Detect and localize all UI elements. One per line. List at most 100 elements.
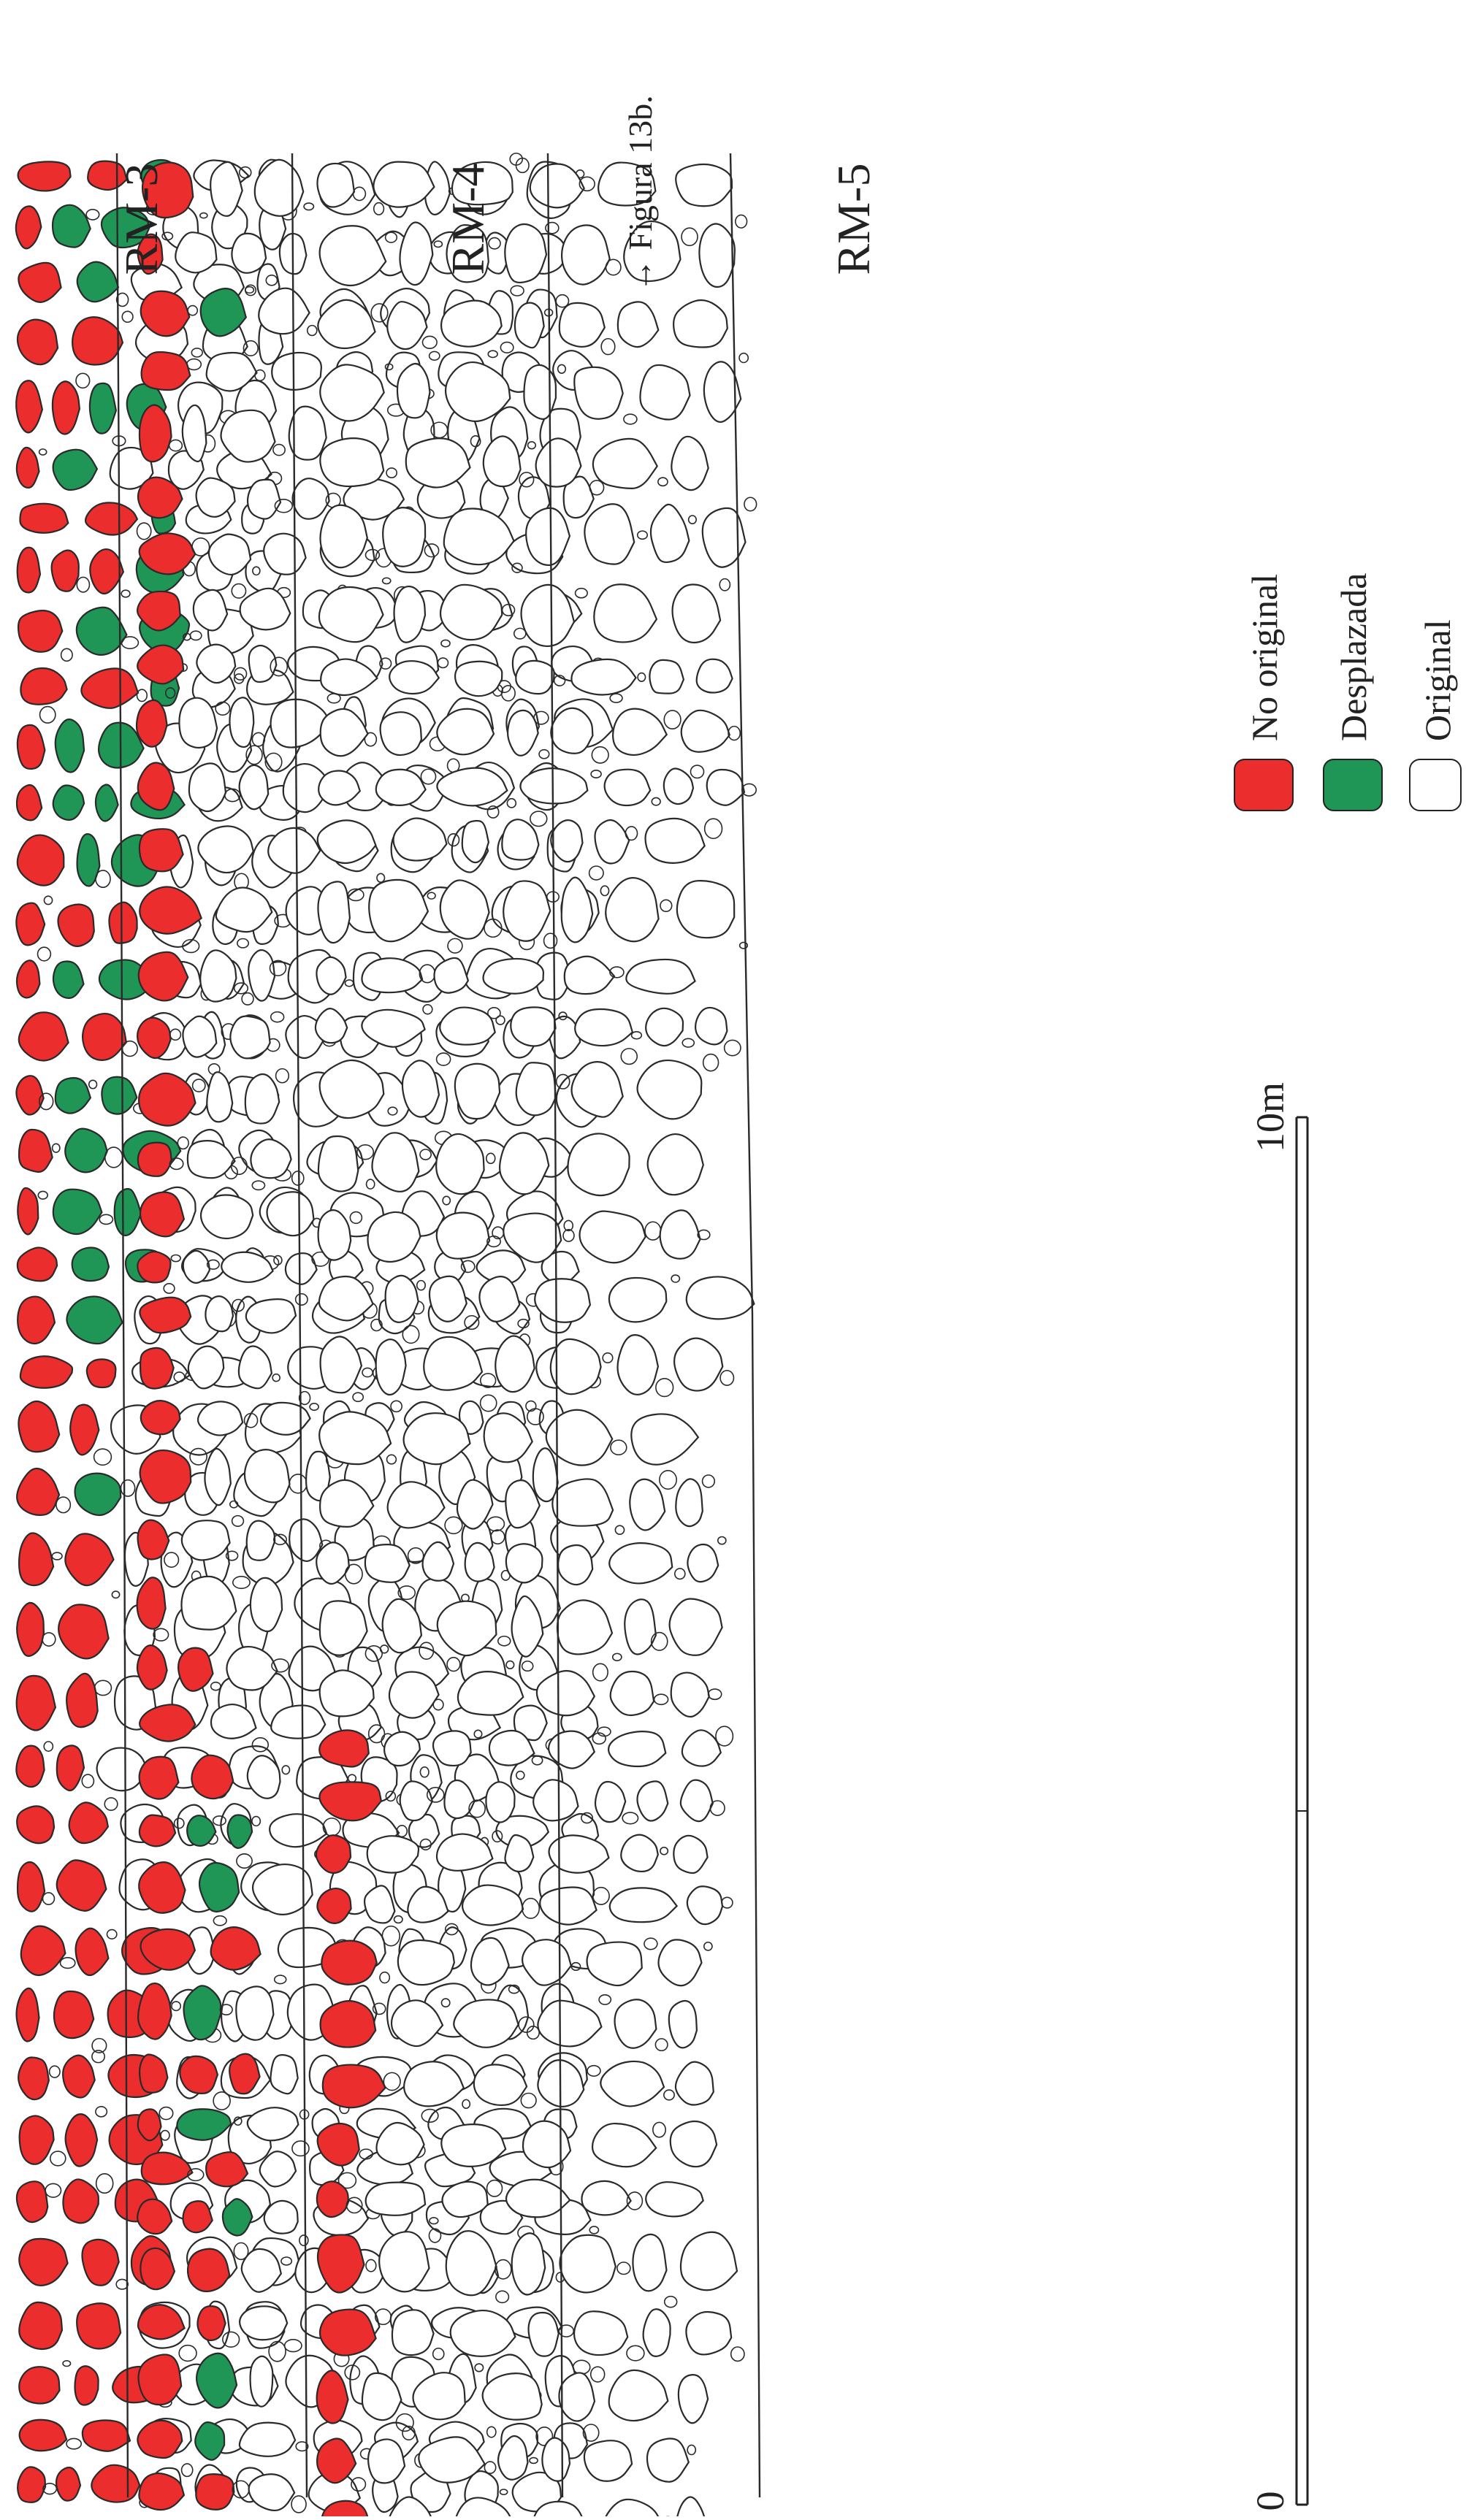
wall-stone	[269, 1813, 328, 1848]
mortar-pebble	[189, 1447, 207, 1466]
wall-stone	[436, 708, 495, 756]
mortar-pebble	[527, 441, 537, 450]
wall-stone	[470, 1937, 510, 1986]
legend-label-original: Original	[1417, 619, 1458, 741]
wall-stone	[439, 879, 490, 940]
mortar-pebble	[492, 1830, 503, 1843]
mortar-pebble	[717, 1536, 727, 1545]
wall-stone	[175, 231, 218, 274]
wall-stone	[558, 302, 606, 348]
wall-stone	[557, 1544, 594, 1586]
mortar-pebble	[232, 1575, 251, 1590]
mortar-pebble	[212, 1815, 226, 1826]
mortar-pebble	[364, 1645, 383, 1662]
mortar-pebble	[653, 1693, 669, 1706]
wall-stone	[220, 409, 276, 463]
mortar-pebble	[359, 2148, 373, 2160]
mortar-pebble	[121, 310, 134, 323]
mortar-pebble	[432, 1698, 444, 1711]
mortar-pebble	[697, 1229, 711, 1241]
wall-stone	[405, 437, 471, 489]
wall-stone	[623, 220, 682, 283]
wall-stone	[316, 2122, 360, 2167]
mortar-pebble	[295, 2441, 309, 2452]
wall-stone	[101, 1076, 138, 1115]
wall-stone	[139, 1347, 175, 1390]
mortar-pebble	[495, 1015, 505, 1025]
wall-stone	[16, 1246, 58, 1282]
wall-stone	[636, 1780, 669, 1822]
mortar-pebble	[213, 2091, 231, 2110]
wall-stone	[675, 1478, 703, 1528]
mortar-pebble	[738, 352, 749, 364]
mortar-pebble	[99, 1214, 114, 1225]
mortar-pebble	[701, 1474, 716, 1488]
mortar-pebble	[136, 522, 152, 540]
mortar-pebble	[38, 1092, 54, 1111]
wall-stone	[221, 2198, 253, 2237]
wall-stone	[495, 1335, 535, 1393]
wall-stone	[639, 364, 691, 421]
mortar-pebble	[56, 1496, 72, 1514]
mortar-pebble	[273, 1255, 283, 1265]
mortar-pebble	[721, 1896, 733, 1909]
wall-stone	[113, 1187, 142, 1237]
wall-stone	[375, 768, 427, 806]
wall-stone	[15, 380, 44, 434]
mortar-pebble	[579, 176, 595, 192]
wall-stone	[584, 503, 635, 565]
mortar-pebble	[659, 1469, 677, 1490]
wall-stone	[446, 224, 489, 283]
wall-stone	[137, 951, 189, 1002]
wall-stone	[138, 404, 172, 463]
wall-stone	[501, 819, 540, 861]
wall-stone	[534, 1278, 592, 1323]
mortar-pebble	[518, 2016, 535, 2033]
mortar-pebble	[385, 1791, 397, 1802]
mortar-pebble	[254, 369, 266, 382]
wall-stone	[137, 233, 164, 275]
mortar-pebble	[232, 1298, 245, 1312]
mortar-pebble	[173, 1371, 186, 1383]
wall-stone	[567, 1133, 630, 1197]
wall-stone	[671, 583, 722, 644]
wall-stone	[205, 2151, 249, 2188]
mortar-pebble	[62, 2359, 72, 2367]
mortar-pebble	[402, 2425, 416, 2441]
wall-stone	[16, 1467, 61, 1516]
mortar-pebble	[543, 932, 558, 949]
wall-stone	[179, 2055, 219, 2094]
wall-stone	[18, 2115, 55, 2165]
mortar-pebble	[600, 337, 616, 356]
mortar-pebble	[501, 603, 516, 616]
wall-stone	[457, 1671, 524, 1716]
wall-stone	[435, 1833, 494, 1872]
wall-stone	[52, 1188, 103, 1236]
wall-stone	[675, 163, 733, 207]
wall-stone	[318, 770, 362, 806]
mortar-pebble	[187, 305, 199, 316]
wall-stone	[140, 1928, 196, 1971]
mortar-pebble	[515, 157, 530, 174]
wall-stone	[482, 435, 522, 488]
wall-stone	[511, 2232, 546, 2296]
mortar-pebble	[652, 2121, 667, 2138]
mortar-pebble	[66, 2437, 83, 2450]
wall-stone	[271, 351, 322, 391]
mortar-pebble	[663, 2295, 678, 2308]
wall-stone	[68, 1801, 110, 1845]
wall-stone	[443, 508, 515, 566]
mortar-pebble	[660, 1846, 669, 1855]
mortar-pebble	[563, 1219, 574, 1232]
mortar-pebble	[231, 583, 247, 599]
wall-stone	[245, 1520, 276, 1561]
wall-stone	[435, 1133, 485, 1195]
legend-label-desplazada: Desplazada	[1333, 573, 1374, 741]
wall-stone	[488, 1729, 535, 1766]
wall-stone	[681, 1729, 722, 1767]
wall-stone	[397, 1939, 456, 1986]
mortar-pebble	[506, 797, 517, 808]
wall-stone	[454, 2497, 513, 2520]
wall-stone	[250, 1138, 292, 1179]
mortar-pebble	[407, 1547, 424, 1564]
